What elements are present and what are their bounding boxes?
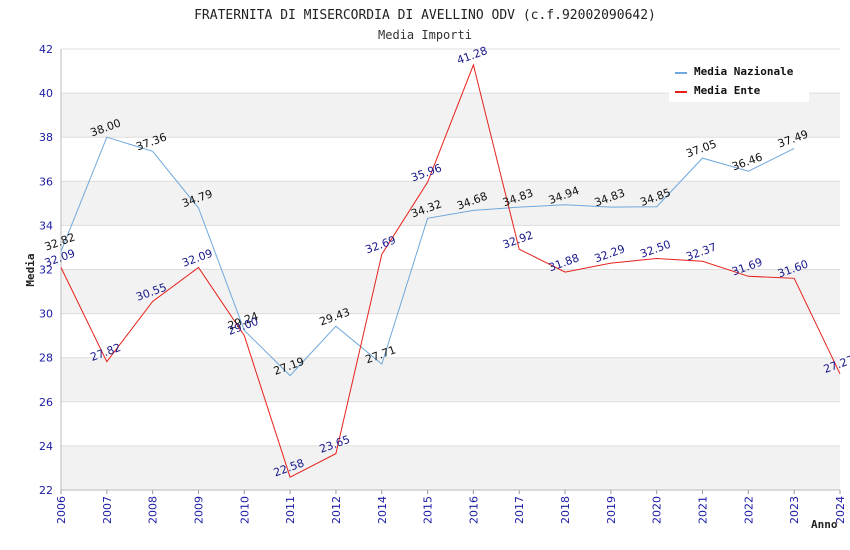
x-tick-label: 2007 — [101, 496, 114, 524]
data-label-media-ente: 32.92 — [501, 228, 535, 251]
x-tick-label: 2023 — [788, 496, 801, 524]
x-tick-label: 2017 — [513, 496, 526, 524]
x-tick-label: 2016 — [467, 496, 480, 524]
x-tick-label: 2021 — [697, 496, 710, 524]
x-tick-label: 2012 — [330, 496, 343, 524]
axes — [60, 49, 840, 491]
x-tick-label: 2018 — [559, 496, 572, 524]
series-line-media-ente — [60, 63, 841, 478]
x-tick-label: 2006 — [55, 496, 68, 524]
legend-label-media-ente: Media Ente — [694, 84, 761, 97]
y-tick-label: 38 — [39, 131, 53, 144]
data-label-media-ente: 32.37 — [684, 241, 718, 264]
legend-label-media-nazionale: Media Nazionale — [694, 65, 794, 78]
x-tick-label: 2019 — [605, 496, 618, 524]
data-label-media-ente: 32.50 — [638, 238, 672, 261]
background-band — [61, 181, 840, 226]
chart-title: FRATERNITA DI MISERCORDIA DI AVELLINO OD… — [194, 8, 656, 23]
series-lines — [60, 63, 841, 478]
data-label-media-nazionale: 37.05 — [684, 137, 718, 160]
chart-subtitle: Media Importi — [378, 28, 472, 42]
x-tick-label: 2020 — [651, 496, 664, 524]
x-tick-label: 2015 — [422, 496, 435, 524]
x-tick-label: 2011 — [284, 496, 297, 524]
data-label-media-ente: 41.28 — [455, 44, 489, 67]
background-band — [61, 445, 840, 490]
background-band — [61, 357, 840, 402]
x-tick-label: 2022 — [742, 496, 755, 524]
data-label-media-nazionale: 36.46 — [730, 150, 764, 173]
x-tick-label: 2009 — [192, 496, 205, 524]
y-tick-label: 30 — [39, 308, 53, 321]
y-tick-label: 40 — [39, 87, 53, 100]
y-tick-label: 42 — [39, 43, 53, 56]
y-tick-label: 36 — [39, 175, 53, 188]
y-tick-label: 28 — [39, 352, 53, 365]
x-tick-label: 2014 — [376, 496, 389, 524]
x-axis-title: Anno — [811, 518, 838, 531]
series-line-media-nazionale — [60, 136, 795, 377]
plot-background-bands — [61, 93, 840, 490]
x-tick-label: 2010 — [238, 496, 251, 524]
data-label-media-ente: 32.69 — [364, 234, 398, 257]
y-axis-title: Media — [24, 253, 37, 286]
y-tick-labels: 22 24 26 28 30 32 34 36 38 40 42 — [39, 43, 53, 497]
legend: Media Nazionale Media Ente — [669, 60, 809, 102]
data-label-media-ente: 32.09 — [180, 247, 214, 270]
x-tick-labels: 2006 2007 2008 2009 2010 2011 2012 2014 2015 2016… — [55, 496, 847, 524]
y-tick-label: 26 — [39, 396, 53, 409]
legend-box — [669, 60, 809, 102]
y-tick-label: 34 — [39, 219, 53, 232]
y-tick-label: 24 — [39, 440, 53, 453]
background-band — [61, 269, 840, 314]
y-tick-label: 32 — [39, 264, 53, 277]
y-tick-label: 22 — [39, 484, 53, 497]
x-tick-label: 2008 — [147, 496, 160, 524]
x-tick-label: 2024 — [834, 496, 847, 524]
